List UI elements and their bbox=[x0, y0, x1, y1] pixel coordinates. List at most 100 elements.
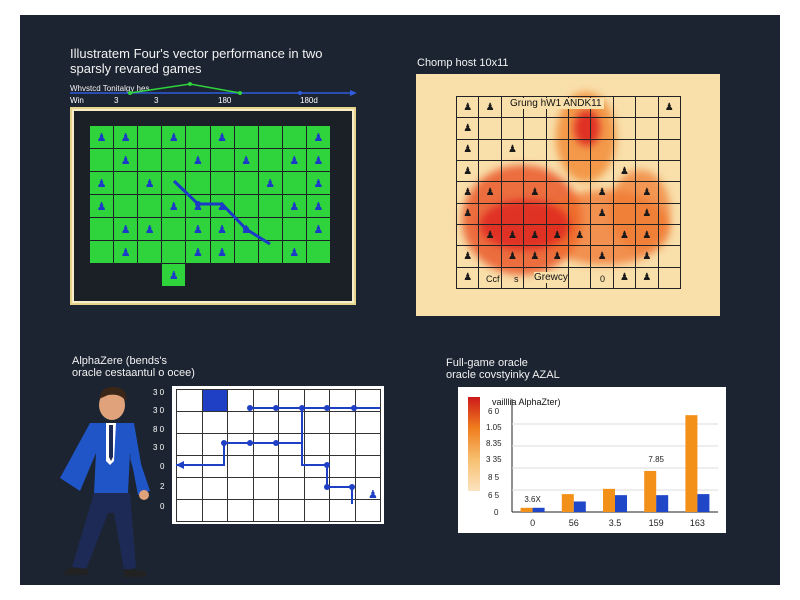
board-cell bbox=[162, 218, 186, 240]
board-cell: ♟ bbox=[306, 195, 330, 217]
chomp-cell bbox=[546, 182, 569, 204]
alphazero-cell bbox=[202, 412, 228, 434]
x-tick-label: 159 bbox=[649, 518, 664, 528]
chomp-cell bbox=[546, 118, 569, 140]
alphazero-cell bbox=[253, 412, 279, 434]
bar bbox=[520, 507, 533, 512]
axis-tick: 180 bbox=[218, 96, 232, 105]
green-board: ♟♟♟♟♟♟♟♟♟♟♟♟♟♟♟♟♟♟♟♟♟♟♟♟♟♟♟♟♟♟♟ bbox=[90, 126, 330, 286]
alphazero-cell bbox=[330, 434, 356, 456]
board-empty bbox=[90, 264, 114, 286]
panel-title-line2: sparsly revared games bbox=[70, 61, 202, 76]
chomp-cell bbox=[591, 225, 614, 247]
y-tick: 2 bbox=[160, 482, 165, 491]
chomp-cell: ♟ bbox=[457, 161, 480, 183]
chomp-cell: ♟ bbox=[546, 246, 569, 268]
board-cell bbox=[282, 218, 306, 240]
chomp-cell: ♟ bbox=[479, 225, 502, 247]
chomp-cell: ♟ bbox=[636, 225, 659, 247]
chomp-cell: ♟ bbox=[524, 182, 547, 204]
svg-text:♟: ♟ bbox=[368, 489, 378, 501]
bar bbox=[573, 501, 586, 512]
data-label: 3.6X bbox=[524, 495, 541, 504]
alphazero-cell bbox=[202, 390, 228, 412]
alphazero-cell bbox=[253, 478, 279, 500]
board-cell: ♟ bbox=[306, 218, 330, 240]
oracle-title-line1: Full-game oracle bbox=[446, 357, 528, 369]
chomp-cell bbox=[658, 139, 681, 161]
chomp-cell bbox=[636, 161, 659, 183]
board-cell: ♟ bbox=[210, 241, 234, 263]
board-cell: ♟ bbox=[114, 241, 138, 263]
chomp-cell bbox=[568, 139, 592, 161]
alphazero-cell bbox=[279, 478, 305, 500]
board-cell: ♟ bbox=[306, 172, 330, 194]
chomp-cell: ♟ bbox=[457, 118, 480, 140]
chomp-cell: ♟ bbox=[591, 203, 614, 225]
bar bbox=[532, 507, 545, 512]
chomp-cell bbox=[501, 161, 525, 183]
alphazero-cell bbox=[279, 434, 305, 456]
board-empty bbox=[306, 264, 330, 286]
board-cell: ♟ bbox=[186, 218, 210, 240]
y-tick: 8.35 bbox=[486, 439, 502, 448]
y-tick: 8 5 bbox=[488, 473, 500, 482]
bar bbox=[656, 495, 669, 512]
x-tick-label: 3.5 bbox=[609, 518, 622, 528]
chomp-cell bbox=[591, 97, 614, 119]
heat-blob bbox=[610, 170, 670, 250]
chomp-cell bbox=[658, 182, 681, 204]
chomp-cell bbox=[479, 118, 502, 140]
oracle-title-line2: oracle covstyinky AZAL bbox=[446, 369, 560, 381]
board-cell: ♟ bbox=[90, 172, 114, 194]
bottom-label: Grewcy bbox=[534, 272, 568, 283]
chomp-cell bbox=[658, 246, 681, 268]
chomp-cell bbox=[613, 203, 637, 225]
alphazero-cell bbox=[202, 456, 228, 478]
move-path bbox=[172, 179, 271, 246]
chomp-cell bbox=[479, 246, 502, 268]
y-tick: 3 0 bbox=[153, 388, 165, 397]
board-cell: ♟ bbox=[282, 149, 306, 171]
board-cell bbox=[282, 126, 306, 148]
chomp-cell: ♟ bbox=[501, 246, 525, 268]
alphazero-cell bbox=[355, 390, 381, 412]
alphazero-title-line2: oracle cestaantul o ocee) bbox=[72, 367, 195, 379]
chomp-cell: ♟ bbox=[479, 97, 502, 119]
alphazero-path: ♟ bbox=[176, 405, 380, 504]
chomp-cell bbox=[636, 118, 659, 140]
alphazero-cell bbox=[355, 434, 381, 456]
chomp-cell: ♟ bbox=[457, 182, 480, 204]
bottom-label: s bbox=[514, 274, 519, 284]
board-cell: ♟ bbox=[258, 172, 282, 194]
chomp-cell bbox=[591, 118, 614, 140]
bottom-label: 0 bbox=[600, 274, 606, 284]
chomp-cell: ♟ bbox=[457, 267, 480, 289]
y-tick: 3 0 bbox=[153, 406, 165, 415]
chomp-cell bbox=[613, 246, 637, 268]
chomp-cell bbox=[501, 203, 525, 225]
bar bbox=[615, 495, 627, 512]
x-tick-label: 163 bbox=[690, 518, 705, 528]
board-cell bbox=[234, 241, 258, 263]
board-cell bbox=[258, 218, 282, 240]
board-cell: ♟ bbox=[138, 172, 162, 194]
chomp-cell bbox=[591, 139, 614, 161]
chomp-cell bbox=[524, 161, 547, 183]
alphazero-cell bbox=[177, 434, 203, 456]
board-cell bbox=[114, 195, 138, 217]
row-label: Win bbox=[70, 96, 84, 105]
chomp-cell: ♟ bbox=[457, 97, 480, 119]
chomp-cell bbox=[591, 267, 614, 289]
board-cell: ♟ bbox=[306, 126, 330, 148]
chomp-cell bbox=[479, 161, 502, 183]
y-tick: 6 5 bbox=[488, 491, 500, 500]
chomp-cell bbox=[524, 139, 547, 161]
board-cell bbox=[186, 172, 210, 194]
heat-blob bbox=[480, 200, 570, 250]
presenter-person-icon bbox=[60, 386, 150, 577]
alphazero-cell bbox=[177, 390, 203, 412]
chomp-cell: ♟ bbox=[457, 203, 480, 225]
chomp-cell bbox=[658, 161, 681, 183]
performance-line bbox=[70, 82, 357, 96]
